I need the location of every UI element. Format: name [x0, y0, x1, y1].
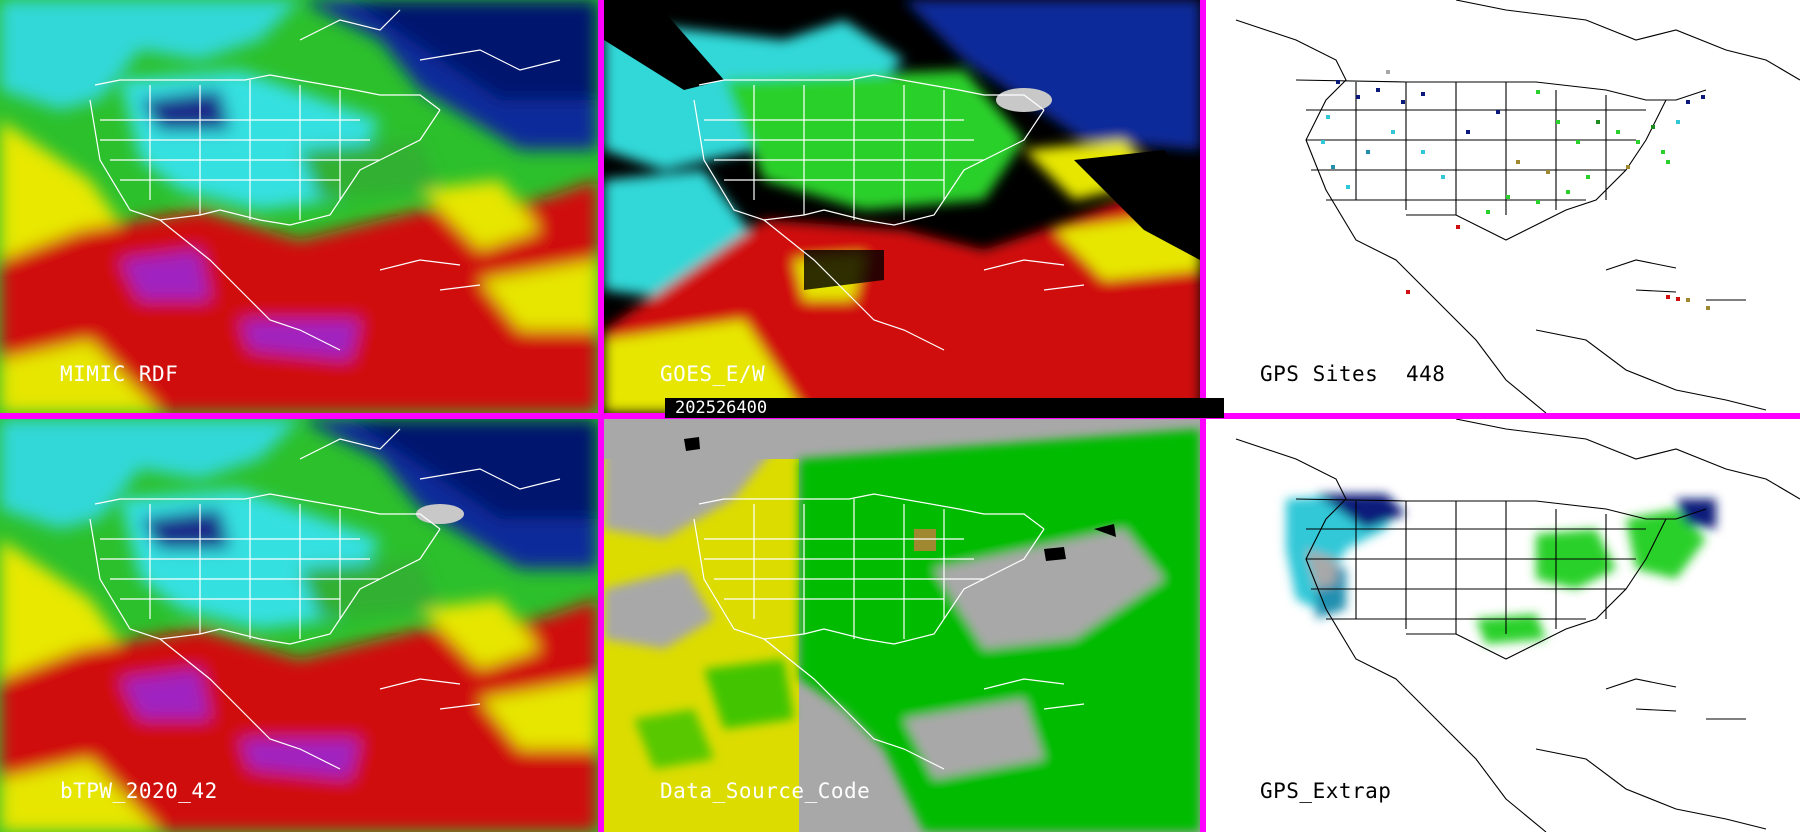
- data-source-map: [604, 419, 1200, 832]
- mimic-rdf-label: MIMIC RDF: [60, 362, 179, 386]
- goes-ew-map: [604, 0, 1200, 413]
- btpw-map: [0, 419, 598, 832]
- gps-extrap-label: GPS_Extrap: [1260, 779, 1392, 803]
- vertical-divider-left: [598, 0, 604, 832]
- timestamp-text: 202526400: [675, 398, 768, 418]
- goes-ew-panel: GOES_E/W: [604, 0, 1200, 413]
- btpw-panel: bTPW_2020_42: [0, 419, 598, 832]
- gps-sites-count: 448: [1406, 362, 1446, 386]
- gps-sites-label: GPS Sites: [1260, 362, 1379, 386]
- gps-sites-map: [1206, 0, 1800, 413]
- mimic-rdf-map: [0, 0, 598, 413]
- timestamp-bar: 202526400: [665, 398, 1224, 418]
- gps-extrap-panel: GPS_Extrap: [1206, 419, 1800, 832]
- btpw-label: bTPW_2020_42: [60, 779, 218, 803]
- mimic-rdf-panel: MIMIC RDF: [0, 0, 598, 413]
- gps-sites-panel: GPS Sites 448: [1206, 0, 1800, 413]
- gps-site-markers: [1321, 70, 1710, 310]
- goes-ew-label: GOES_E/W: [660, 362, 766, 386]
- data-source-panel: Data_Source_Code: [604, 419, 1200, 832]
- gps-extrap-map: [1206, 419, 1800, 832]
- data-source-label: Data_Source_Code: [660, 779, 871, 803]
